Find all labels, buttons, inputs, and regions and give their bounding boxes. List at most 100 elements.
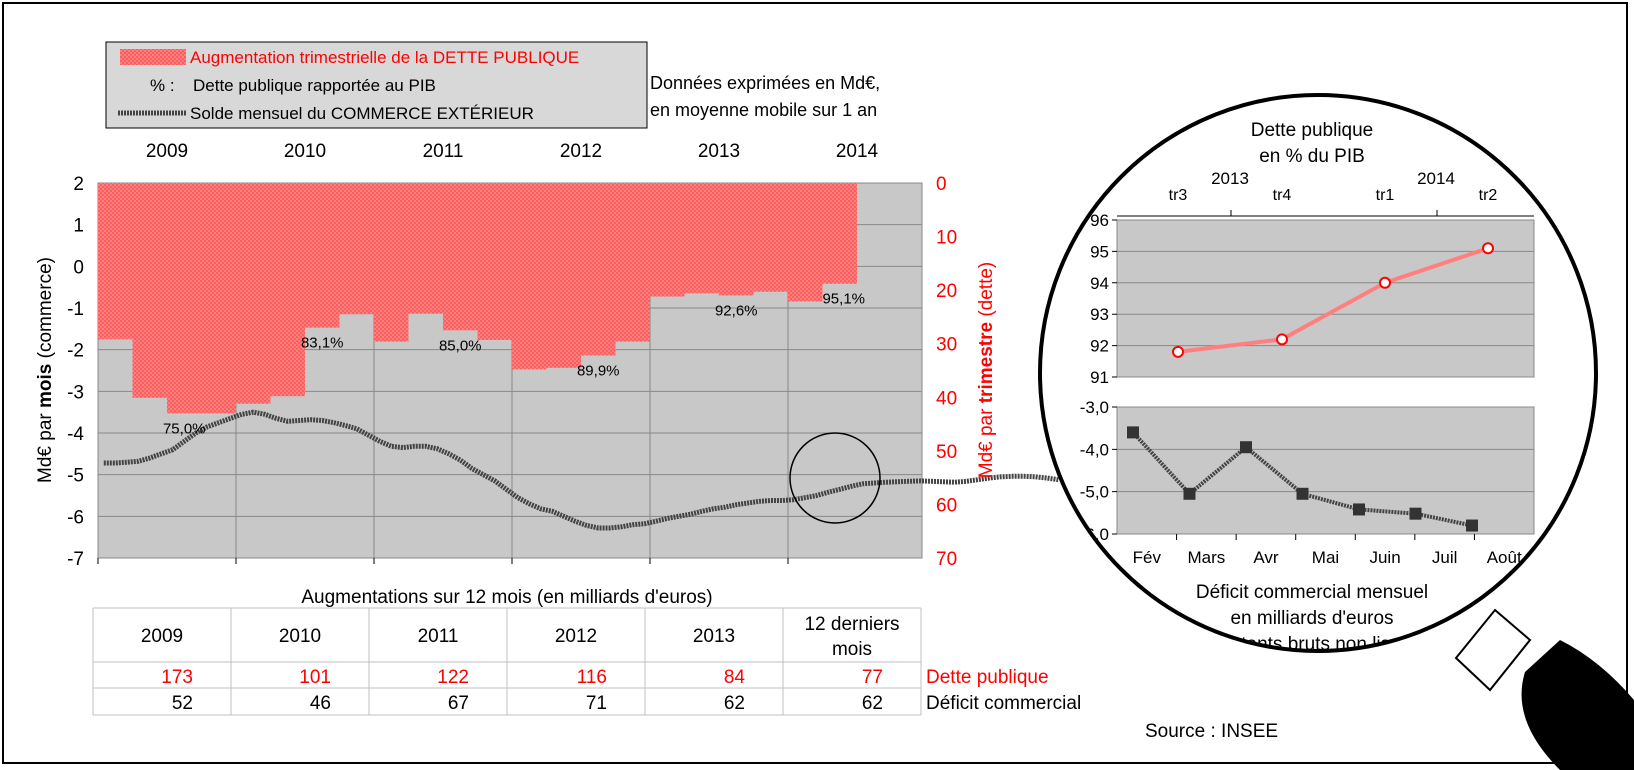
inset-top-ytick-label: 92	[1090, 337, 1109, 356]
summary-table: Augmentations sur 12 mois (en milliards …	[92, 587, 1081, 716]
inset-bottom-month-6: Juil	[1432, 548, 1458, 567]
inset-bottom-point	[1240, 441, 1252, 454]
table-cell: 77	[862, 667, 883, 688]
main-chart: 2009 2010 2011 2012 2013 2014 75,0%83,1% 85,0%…	[35, 141, 1059, 570]
lens-rim	[1038, 93, 1598, 653]
right-tick-label: 70	[936, 549, 957, 570]
dette-bar-4	[201, 183, 236, 414]
inset-top-point	[1276, 333, 1288, 346]
table-row-label-2: Déficit commercial	[926, 693, 1081, 714]
inset-top-x-axis: tr3 tr4 tr1 tr2 2013 2014	[1117, 169, 1534, 217]
inset-top-quarter-tr4: tr4	[1273, 187, 1292, 204]
table-cell: 122	[437, 667, 469, 688]
dette-bar-22	[822, 183, 857, 284]
left-tick-label: -6	[67, 507, 84, 528]
legend-pct-label: Dette publique rapportée au PIB	[193, 76, 436, 95]
magnifier-handle	[1454, 608, 1634, 770]
dette-bar-18	[684, 183, 719, 294]
legend-pct-symbol: % :	[150, 76, 175, 95]
dette-bar-8	[339, 183, 374, 315]
table-header-last-2: mois	[832, 639, 872, 660]
note-line-1: Données exprimées en Md€,	[650, 73, 880, 93]
legend: Augmentation trimestrielle de la DETTE P…	[105, 41, 648, 129]
dette-bar-5	[236, 183, 271, 404]
right-tick-label: 10	[936, 228, 957, 249]
commerce-line	[103, 409, 1059, 531]
table-cell: 62	[862, 693, 883, 714]
right-tick-label: 30	[936, 335, 957, 356]
inset-bottom-point	[1296, 487, 1309, 500]
dette-bar-16	[615, 183, 650, 342]
left-tick-label: -4	[67, 424, 84, 445]
inset-bottom-title-2: en milliards d'euros	[1230, 608, 1393, 629]
dette-bar-3	[167, 183, 202, 414]
right-axis-ticks: 0 10 20 30 40 50 60 70	[936, 174, 957, 570]
table-cell: 101	[299, 667, 331, 688]
table-header-last-1: 12 derniers	[804, 614, 899, 635]
table-header-2012: 2012	[555, 626, 597, 647]
left-axis-ticks: 2 1 0 -1 -2 -3 -4 -5 -6 -7	[67, 174, 84, 570]
inset-bottom-month-4: Mai	[1312, 548, 1339, 567]
dette-bar-19	[719, 183, 754, 296]
left-tick-label: -7	[67, 549, 84, 570]
table-cell: 84	[724, 667, 746, 688]
inset-top-series-line	[1177, 246, 1489, 354]
table-cell: 67	[448, 693, 469, 714]
left-axis-label: Md€ par mois (commerce)	[35, 257, 56, 483]
table-cell: 173	[161, 667, 193, 688]
inset-top-ytick-label: 93	[1090, 305, 1109, 324]
inset-bottom-ytick-label: -4,0	[1080, 440, 1109, 459]
inset-bottom-month-7: Août	[1487, 548, 1522, 567]
inset-top-point	[1379, 276, 1391, 289]
dette-bar-17	[650, 183, 685, 297]
inset-bottom-point	[1183, 487, 1196, 500]
inset-bottom-point	[1353, 503, 1365, 516]
inset-top-point	[1482, 242, 1494, 255]
pct-labels: 75,0% 83,1% 85,0% 89,9% 92,6% 95,1%	[163, 291, 865, 438]
dette-bars	[98, 183, 857, 414]
legend-dette-label: Augmentation trimestrielle de la DETTE P…	[190, 48, 579, 67]
inset-top-ytick-label: 94	[1090, 274, 1109, 293]
table-cell: 46	[310, 693, 331, 714]
dette-bar-21	[788, 183, 823, 302]
table-cell: 116	[577, 667, 607, 688]
inset-bottom-x-ticks: Fév Mars Avr Mai Juin Juil Août	[1133, 548, 1522, 567]
dette-bar-15	[581, 183, 616, 356]
right-tick-label: 0	[936, 174, 947, 195]
magnifier-lens: Dette publique en % du PIB tr3 tr4 tr1 tr2 2…	[1038, 93, 1598, 653]
note-line-2: en moyenne mobile sur 1 an	[650, 100, 877, 120]
dette-bar-10	[408, 183, 443, 314]
year-label-2010: 2010	[284, 141, 326, 162]
dette-bar-13	[512, 183, 547, 370]
inset-top-point	[1172, 345, 1184, 358]
inset-bottom-month-1: Fév	[1133, 548, 1162, 567]
pct-label-7: 83,1%	[301, 335, 344, 352]
dette-bar-1	[98, 183, 133, 340]
table-header-2009: 2009	[141, 626, 183, 647]
inset-top-y-ticks: 96 95 94 93 92 91	[1090, 211, 1109, 387]
left-tick-label: 2	[73, 174, 84, 195]
table-grid	[92, 607, 922, 716]
dette-bar-11	[443, 183, 478, 331]
legend-box	[105, 41, 648, 129]
inset-top-quarter-tr1: tr1	[1376, 187, 1395, 204]
inset-bottom-month-5: Juin	[1369, 548, 1400, 567]
dette-bar-20	[753, 183, 788, 292]
table-title: Augmentations sur 12 mois (en milliards …	[301, 587, 712, 608]
inset-top-title-1: Dette publique	[1251, 120, 1374, 141]
commerce-series-line	[103, 409, 1059, 531]
dette-bar-7	[305, 183, 340, 328]
dette-bar-14	[546, 183, 581, 368]
source-text: Source : INSEE	[1145, 721, 1278, 742]
year-label-2011: 2011	[423, 141, 464, 162]
legend-commerce-label: Solde mensuel du COMMERCE EXTÉRIEUR	[190, 104, 534, 123]
left-tick-label: -5	[67, 466, 84, 487]
right-axis-label: Md€ par trimestre (dette)	[976, 262, 997, 479]
pct-label-22: 95,1%	[822, 291, 865, 308]
inset-top-series	[1172, 242, 1494, 358]
dette-bar-2	[132, 183, 167, 398]
year-label-2014: 2014	[836, 141, 879, 162]
table-cell: 52	[172, 693, 193, 714]
